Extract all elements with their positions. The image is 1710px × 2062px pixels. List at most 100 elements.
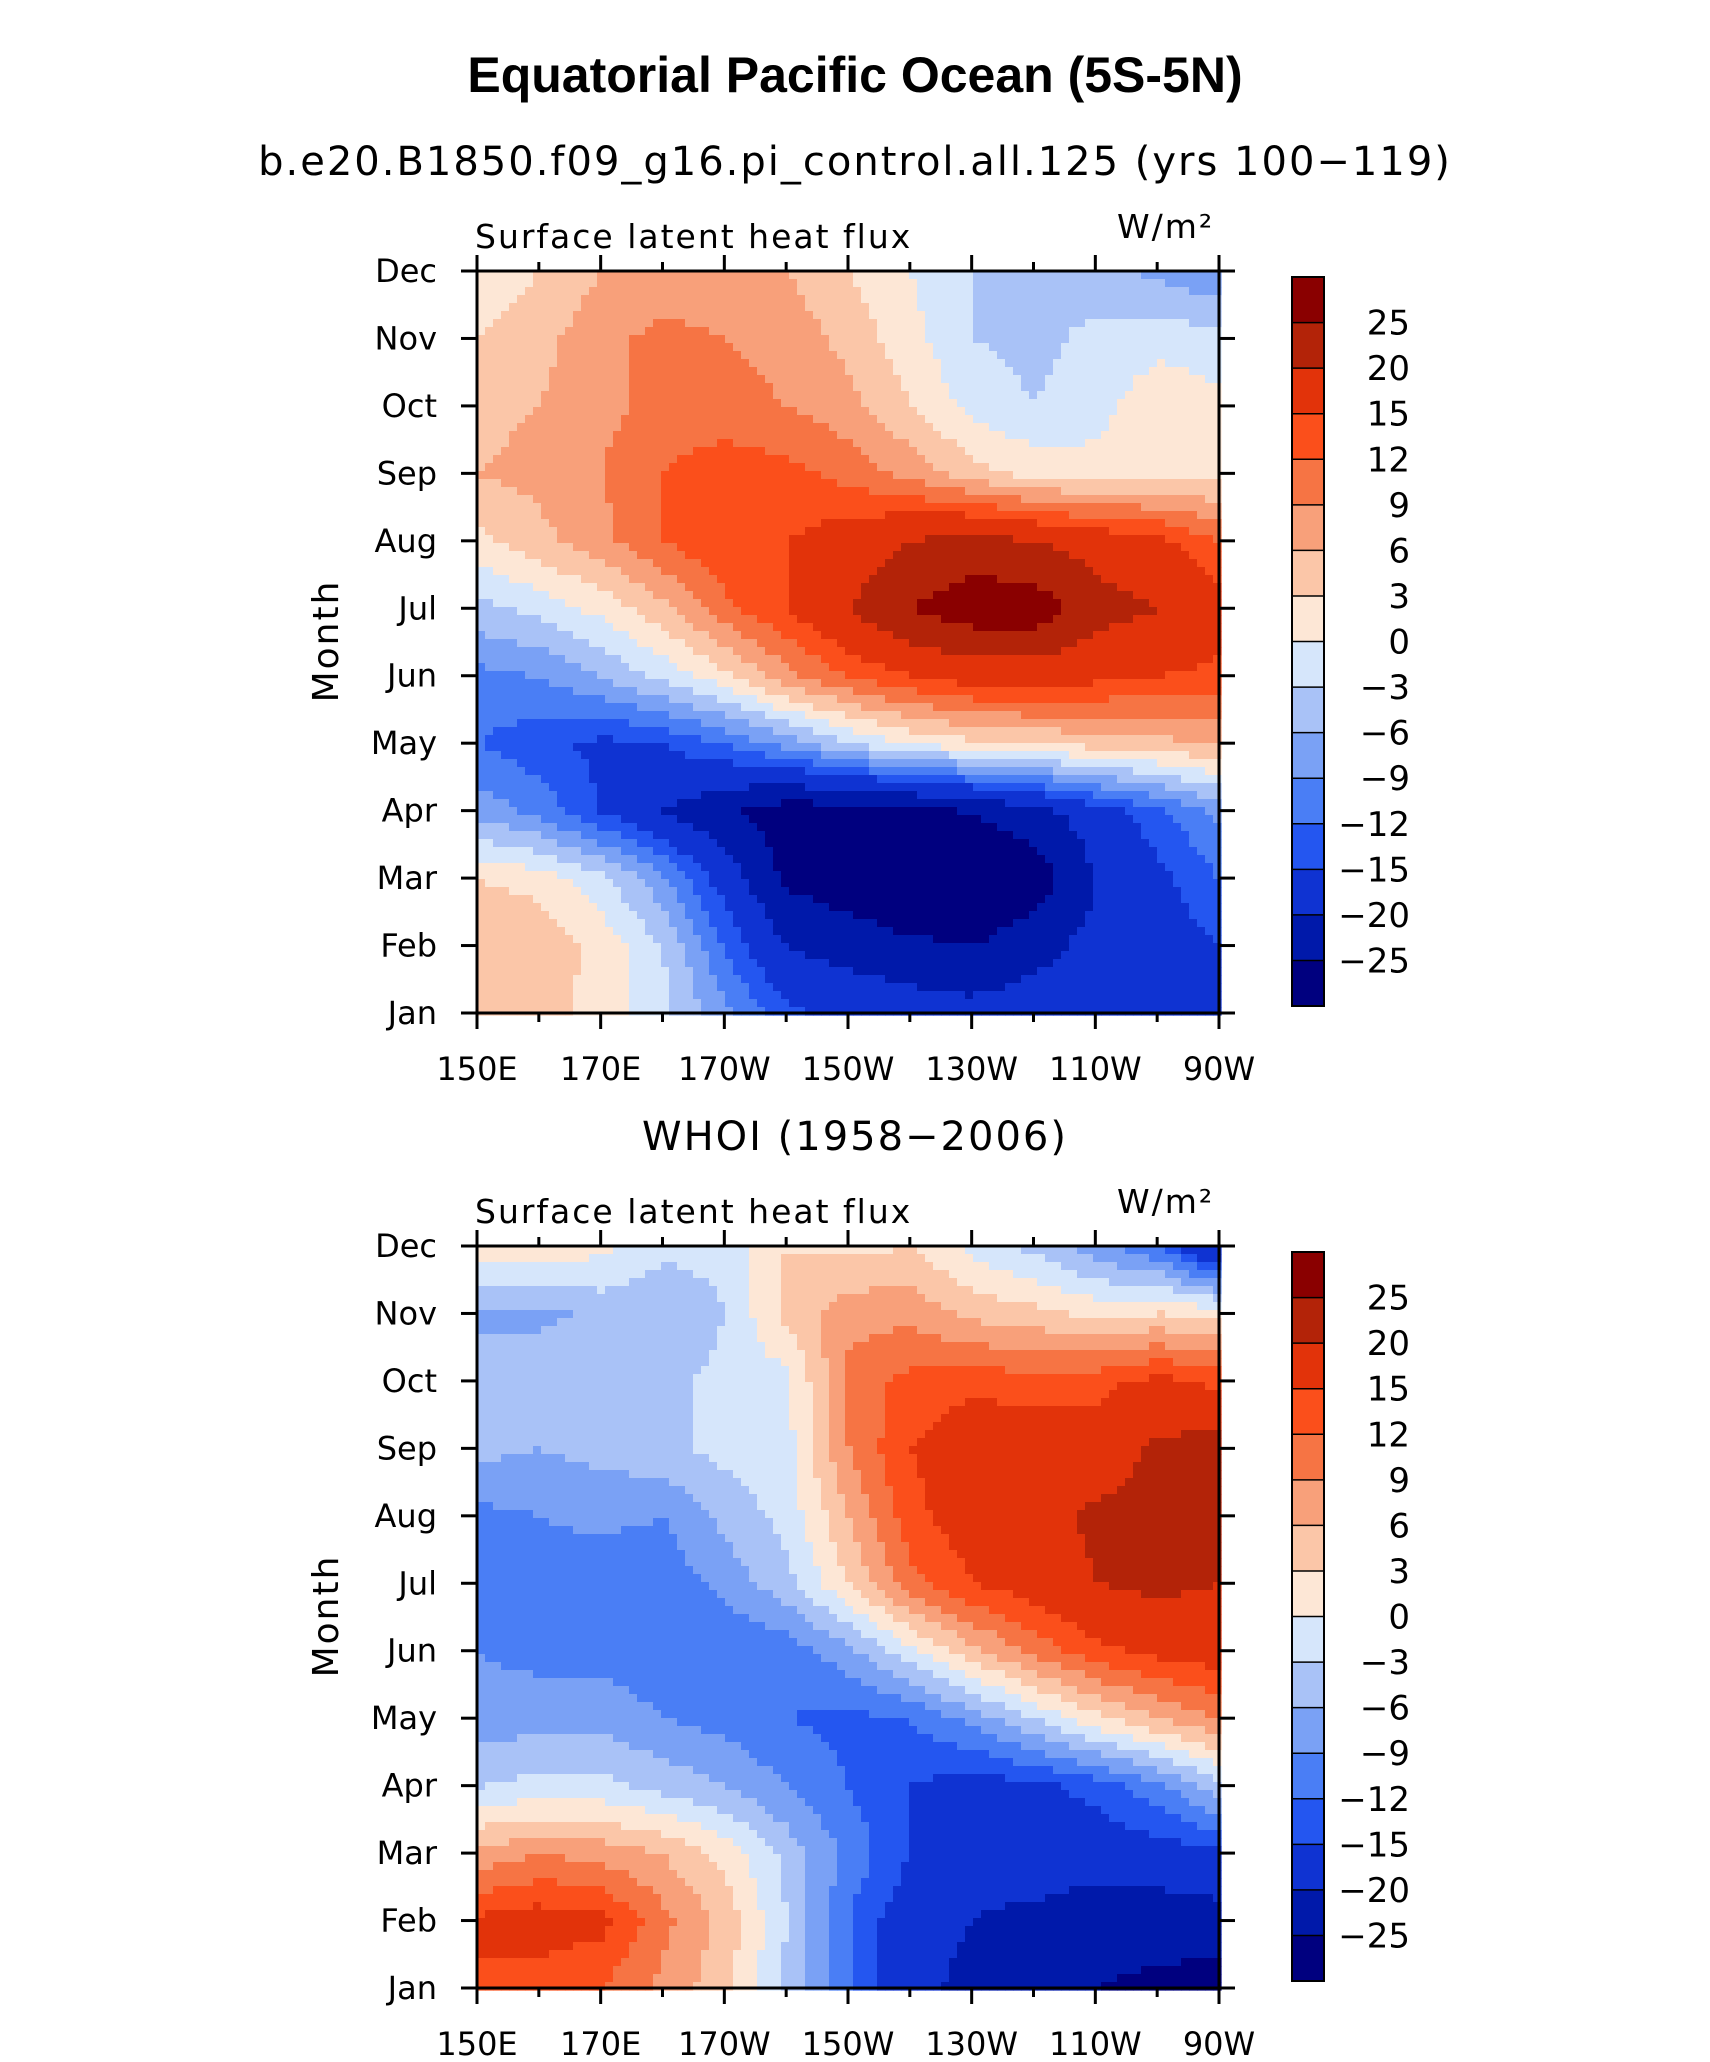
heatmap-cell (1197, 295, 1206, 304)
heatmap-cell (1181, 495, 1190, 504)
heatmap-cell (1013, 487, 1022, 496)
heatmap-cell (829, 543, 838, 552)
heatmap-cell (613, 543, 622, 552)
heatmap-cell (805, 351, 814, 360)
heatmap-cell (973, 551, 982, 560)
heatmap-cell (717, 375, 726, 384)
heatmap-cell (589, 663, 598, 672)
heatmap-cell (557, 439, 566, 448)
heatmap-cell (1141, 623, 1150, 632)
heatmap-cell (501, 383, 510, 392)
heatmap-cell (925, 615, 934, 624)
heatmap-cell (1037, 599, 1046, 608)
heatmap-cell (589, 623, 598, 632)
heatmap-cell (1149, 647, 1158, 656)
heatmap-cell (989, 615, 998, 624)
heatmap-cell (1165, 511, 1174, 520)
heatmap-cell (653, 447, 662, 456)
heatmap-cell (901, 303, 910, 312)
heatmap-cell (821, 439, 830, 448)
heatmap-cell (685, 351, 694, 360)
heatmap-cell (1165, 559, 1174, 568)
heatmap-cell (773, 607, 782, 616)
heatmap-cell (957, 495, 966, 504)
heatmap-cell (949, 311, 958, 320)
heatmap-cell (685, 463, 694, 472)
heatmap-cell (1061, 471, 1070, 480)
heatmap-cell (509, 447, 518, 456)
heatmap-cell (1077, 407, 1086, 416)
heatmap-cell (517, 455, 526, 464)
heatmap-cell (909, 631, 918, 640)
heatmap-cell (837, 311, 846, 320)
heatmap-cell (1013, 655, 1022, 664)
heatmap-cell (1141, 543, 1150, 552)
heatmap-cell (909, 295, 918, 304)
heatmap-cell (549, 471, 558, 480)
heatmap-cell (981, 455, 990, 464)
heatmap-cell (677, 519, 686, 528)
heatmap-cell (597, 351, 606, 360)
heatmap-cell (1077, 639, 1086, 648)
heatmap-cell (1037, 647, 1046, 656)
heatmap-cell (989, 375, 998, 384)
heatmap-cell (765, 455, 774, 464)
heatmap-cell (1117, 407, 1126, 416)
heatmap-cell (853, 631, 862, 640)
heatmap-cell (605, 511, 614, 520)
heatmap-cell (597, 695, 606, 704)
heatmap-cell (621, 591, 630, 600)
heatmap-cell (797, 335, 806, 344)
heatmap-cell (837, 575, 846, 584)
heatmap-cell (1013, 447, 1022, 456)
heatmap-cell (645, 607, 654, 616)
heatmap-cell (1149, 687, 1158, 696)
heatmap-cell (797, 503, 806, 512)
heatmap-cell (581, 551, 590, 560)
heatmap-cell (741, 343, 750, 352)
heatmap-cell (1021, 487, 1030, 496)
heatmap-cell (957, 287, 966, 296)
heatmap-cell (709, 559, 718, 568)
heatmap-cell (557, 647, 566, 656)
heatmap-cell (749, 271, 758, 280)
heatmap-cell (629, 359, 638, 368)
heatmap-cell (821, 279, 830, 288)
heatmap-cell (965, 671, 974, 680)
heatmap-cell (845, 527, 854, 536)
heatmap-cell (485, 359, 494, 368)
heatmap-cell (869, 583, 878, 592)
heatmap-cell (477, 663, 486, 672)
heatmap-cell (493, 671, 502, 680)
heatmap-cell (1205, 447, 1214, 456)
heatmap-cell (861, 511, 870, 520)
heatmap-cell (973, 391, 982, 400)
heatmap-cell (501, 599, 510, 608)
heatmap-cell (957, 455, 966, 464)
heatmap-cell (685, 671, 694, 680)
heatmap-cell (909, 487, 918, 496)
heatmap-cell (805, 655, 814, 664)
heatmap-cell (1149, 455, 1158, 464)
heatmap-cell (965, 359, 974, 368)
heatmap-cell (565, 319, 574, 328)
heatmap-cell (837, 695, 846, 704)
heatmap-cell (541, 559, 550, 568)
heatmap-cell (957, 343, 966, 352)
heatmap-cell (1021, 615, 1030, 624)
heatmap-cell (533, 663, 542, 672)
heatmap-cell (733, 279, 742, 288)
heatmap-cell (581, 311, 590, 320)
heatmap-cell (765, 431, 774, 440)
heatmap-cell (605, 519, 614, 528)
heatmap-cell (733, 343, 742, 352)
heatmap-cell (885, 319, 894, 328)
heatmap-cell (1045, 487, 1054, 496)
heatmap-cell (781, 655, 790, 664)
heatmap-cell (1037, 503, 1046, 512)
heatmap-cell (925, 551, 934, 560)
heatmap-cell (517, 431, 526, 440)
heatmap-cell (829, 343, 838, 352)
heatmap-cell (1149, 327, 1158, 336)
heatmap-cell (1205, 271, 1214, 280)
